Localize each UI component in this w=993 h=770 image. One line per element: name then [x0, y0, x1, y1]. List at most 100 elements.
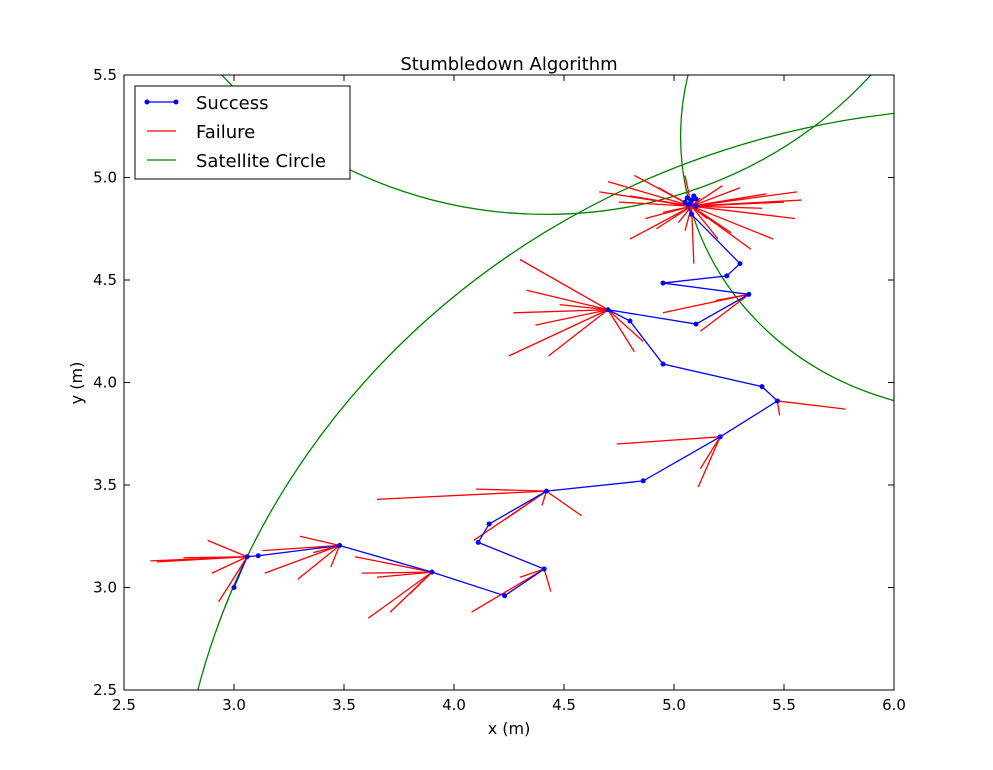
satellite-circle-1	[197, 112, 894, 690]
failure-rays-layer	[150, 174, 846, 619]
x-tick-label: 3.5	[332, 696, 356, 714]
failure-ray	[691, 185, 723, 207]
failure-ray	[691, 205, 763, 209]
failure-ray	[607, 180, 692, 207]
success-point	[486, 521, 492, 527]
axes-layer: 2.5 3.0 3.5 4.0 4.5 5.0 5.5 6.0 2.5 3.0 3.5 4.0 4.5 5…	[93, 66, 906, 714]
failure-ray	[662, 293, 749, 314]
x-axis-label: x (m)	[488, 719, 531, 738]
success-point	[684, 195, 690, 201]
success-point	[231, 585, 237, 590]
failure-ray	[297, 544, 341, 580]
success-point	[689, 197, 695, 203]
success-point	[640, 478, 646, 484]
failure-ray	[361, 571, 433, 574]
y-tick-label: 3.0	[93, 579, 117, 597]
y-tick-label: 4.5	[93, 271, 117, 289]
failure-ray	[656, 205, 692, 230]
success-point	[737, 261, 743, 267]
success-point	[686, 201, 692, 207]
x-tick-label: 4.0	[442, 696, 466, 714]
failure-ray	[535, 309, 609, 326]
y-tick-label: 3.5	[93, 476, 117, 494]
failure-ray	[183, 556, 248, 559]
legend-success-label: Success	[196, 93, 268, 114]
failure-ray	[218, 556, 248, 603]
failure-ray	[629, 205, 692, 240]
failure-ray	[354, 556, 433, 573]
success-point	[605, 307, 611, 313]
failure-ray	[376, 571, 433, 578]
failure-ray	[475, 488, 547, 492]
failure-ray	[264, 544, 340, 574]
failure-ray	[618, 201, 692, 207]
success-point	[543, 488, 549, 494]
failure-ray	[543, 568, 552, 592]
satellite-circles-layer	[197, 75, 894, 690]
failure-ray	[519, 258, 609, 311]
x-tick-label: 6.0	[882, 696, 906, 714]
failure-ray	[697, 436, 721, 488]
legend: Success Failure Satellite Circle	[134, 85, 351, 180]
success-point	[627, 318, 633, 324]
success-point	[724, 273, 730, 279]
failure-ray	[473, 490, 547, 541]
failure-ray	[548, 309, 609, 357]
failure-ray	[559, 303, 609, 311]
chart-title: Stumbledown Algorithm	[400, 54, 617, 75]
failure-ray	[691, 201, 785, 207]
failure-ray	[526, 289, 609, 311]
success-point	[717, 434, 723, 440]
success-point	[660, 280, 666, 286]
success-point	[660, 361, 666, 367]
failure-ray	[684, 206, 693, 231]
satellite-circle-3	[680, 75, 894, 402]
failure-ray	[700, 293, 750, 332]
failure-ray	[330, 545, 341, 568]
failure-ray	[777, 400, 846, 410]
failure-ray	[262, 544, 340, 552]
failure-ray	[662, 205, 692, 213]
success-point	[682, 199, 688, 205]
failure-ray	[691, 205, 796, 220]
success-point	[429, 569, 435, 575]
failure-ray	[367, 571, 433, 619]
failure-ray	[376, 490, 547, 500]
failure-ray	[541, 490, 548, 506]
failure-ray	[699, 436, 721, 469]
success-point	[693, 203, 699, 209]
success-point	[759, 384, 765, 390]
x-tick-label: 3.0	[222, 696, 246, 714]
failure-ray	[513, 309, 609, 314]
failure-ray	[207, 539, 248, 558]
failure-ray	[691, 205, 719, 240]
success-point	[244, 554, 250, 560]
legend-success-marker	[173, 99, 179, 105]
failure-ray	[691, 187, 741, 207]
success-path-layer	[231, 193, 780, 599]
failure-ray	[607, 309, 635, 353]
failure-ray	[616, 436, 721, 445]
y-tick-label: 2.5	[93, 681, 117, 699]
failure-ray	[299, 535, 340, 547]
success-point	[475, 539, 481, 545]
x-tick-label: 5.0	[662, 696, 686, 714]
success-point	[693, 321, 699, 327]
failure-ray	[519, 568, 545, 578]
x-tick-label: 5.5	[772, 696, 796, 714]
success-path-line	[233, 195, 779, 597]
failure-ray	[607, 309, 644, 342]
success-point	[255, 553, 261, 559]
legend-circle-label: Satellite Circle	[196, 151, 326, 172]
success-point	[541, 566, 547, 572]
failure-ray	[409, 571, 433, 595]
success-point	[691, 193, 697, 199]
success-point	[502, 593, 508, 599]
success-point	[689, 211, 695, 217]
success-point	[774, 398, 780, 404]
failure-ray	[546, 490, 582, 517]
success-point	[746, 291, 752, 297]
x-tick-label: 4.5	[552, 696, 576, 714]
